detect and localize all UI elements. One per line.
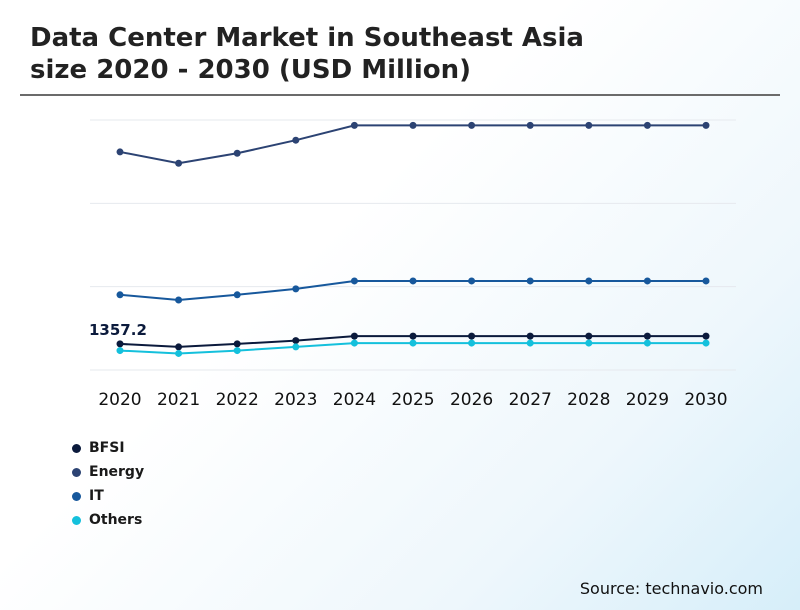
data-point-others: [292, 343, 300, 351]
series-line-energy: [119, 124, 706, 165]
data-point-others: [233, 347, 241, 355]
legend-marker-it: [72, 491, 81, 501]
data-point-energy: [116, 148, 124, 156]
legend-label-it: IT: [89, 488, 104, 504]
legend-marker-others: [72, 515, 81, 525]
data-point-energy: [585, 121, 593, 129]
legend-label-others: Others: [89, 512, 143, 528]
source-credit: Source: technavio.com: [579, 579, 763, 598]
data-point-it: [233, 291, 241, 299]
data-point-it: [409, 277, 417, 285]
title-divider: [20, 94, 780, 96]
data-point-energy: [409, 121, 417, 129]
data-point-others: [116, 347, 124, 355]
data-point-it: [643, 277, 651, 285]
data-point-it: [702, 277, 710, 285]
legend-label-bfsi: BFSI: [89, 440, 125, 456]
data-point-bfsi: [116, 340, 124, 348]
data-point-energy: [350, 121, 358, 129]
data-point-energy: [702, 121, 710, 129]
x-tick-label: 2021: [157, 390, 200, 410]
data-point-energy: [175, 159, 183, 167]
data-point-it: [585, 277, 593, 285]
legend-label-energy: Energy: [89, 464, 145, 480]
legend-item-others: Others: [72, 508, 144, 532]
data-point-bfsi: [526, 332, 534, 340]
x-tick-label: 2030: [684, 390, 727, 410]
x-tick-label: 2022: [216, 390, 259, 410]
legend-item-bfsi: BFSI: [72, 436, 144, 460]
data-point-bfsi: [175, 343, 183, 351]
x-tick-label: 2020: [98, 390, 141, 410]
data-point-others: [702, 339, 710, 347]
data-point-bfsi: [350, 332, 358, 340]
data-point-bfsi: [292, 337, 300, 345]
data-point-bfsi: [702, 332, 710, 340]
chart-title-line-2: size 2020 - 2030 (USD Million): [30, 55, 472, 85]
data-point-it: [526, 277, 534, 285]
chart-title-line-1: Data Center Market in Southeast Asia: [30, 23, 584, 53]
data-point-it: [468, 277, 476, 285]
legend-marker-bfsi: [72, 443, 81, 453]
data-point-others: [468, 339, 476, 347]
x-tick-label: 2025: [391, 390, 434, 410]
data-point-it: [175, 296, 183, 304]
data-point-it: [116, 291, 124, 299]
data-point-others: [409, 339, 417, 347]
x-tick-label: 2024: [333, 390, 376, 410]
x-tick-label: 2029: [626, 390, 669, 410]
data-label: 1357.2: [89, 321, 147, 339]
x-tick-label: 2023: [274, 390, 317, 410]
data-point-energy: [643, 121, 651, 129]
legend-item-it: IT: [72, 484, 144, 508]
data-point-it: [350, 277, 358, 285]
data-point-others: [350, 339, 358, 347]
data-point-energy: [233, 149, 241, 157]
data-point-energy: [292, 136, 300, 144]
data-point-bfsi: [468, 332, 476, 340]
data-point-others: [643, 339, 651, 347]
legend-marker-energy: [72, 467, 81, 477]
data-point-energy: [468, 121, 476, 129]
legend-item-energy: Energy: [72, 460, 144, 484]
chart-title: Data Center Market in Southeast Asia siz…: [30, 22, 584, 86]
data-point-others: [175, 349, 183, 357]
data-point-bfsi: [233, 340, 241, 348]
data-point-it: [292, 285, 300, 293]
x-tick-label: 2026: [450, 390, 493, 410]
data-point-others: [526, 339, 534, 347]
data-point-energy: [526, 121, 534, 129]
data-point-others: [585, 339, 593, 347]
data-point-bfsi: [585, 332, 593, 340]
data-point-bfsi: [643, 332, 651, 340]
chart-legend: BFSI Energy IT Others: [72, 436, 144, 532]
data-point-bfsi: [409, 332, 417, 340]
x-tick-label: 2028: [567, 390, 610, 410]
x-tick-label: 2027: [509, 390, 552, 410]
